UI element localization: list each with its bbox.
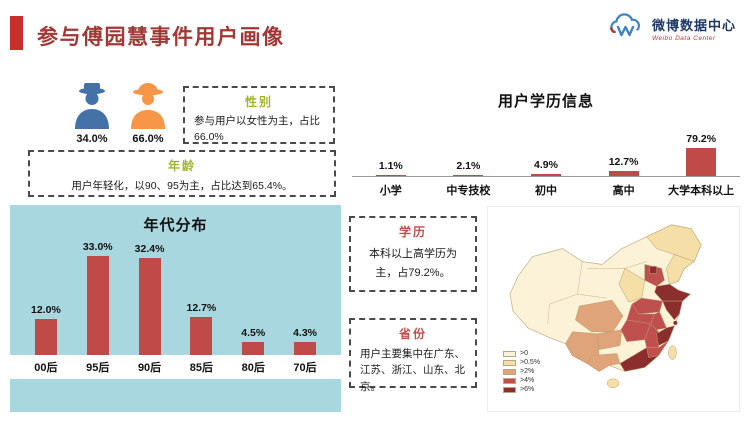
legend-row: >6% (503, 386, 540, 393)
title-accent-bar (10, 16, 23, 50)
legend-label: >0 (520, 350, 528, 357)
legend-label: >6% (520, 386, 535, 393)
education-bars: 1.1% 2.1% 4.9% 12.7% 79.2% (352, 120, 740, 176)
bar-column: 2.1% (430, 160, 508, 176)
bar-value-label: 4.3% (293, 327, 318, 340)
bar (530, 174, 561, 176)
education-chart-plot: 1.1% 2.1% 4.9% 12.7% 79.2% 小学 中专技校 初中 高中 大学本科以上 (352, 120, 740, 198)
category-label: 中专技校 (446, 185, 491, 197)
legend-swatch (503, 377, 516, 384)
legend-swatch (503, 386, 516, 393)
bar-column: 12.7% (175, 302, 227, 355)
education-box-label: 学历 (398, 225, 427, 239)
province-box-desc: 用户主要集中在广东、江苏、浙江、山东、北京。 (360, 348, 465, 393)
bar-value-label: 32.4% (134, 242, 165, 255)
category-label: 高中 (612, 185, 635, 197)
age-box-desc: 用户年轻化，以90、95为主，占比达到65.4%。 (71, 180, 293, 192)
age-info-box: 年龄 用户年轻化，以90、95为主，占比达到65.4%。 (28, 150, 336, 197)
bar (686, 147, 717, 176)
bar (242, 341, 265, 355)
bar (190, 316, 213, 355)
category-label: 大学本科以上 (668, 185, 735, 197)
bar (453, 175, 484, 176)
decade-distribution-panel: 年代分布 12.0% 33.0% 32.4% 12.7% 4.5% 4.3% 00后 95后… (10, 205, 341, 412)
logo-text: 微博数据中心 Weibo Data Center (652, 15, 736, 42)
legend-label: >0.5% (520, 359, 541, 366)
decade-chart-title: 年代分布 (143, 217, 208, 234)
bar-column: 79.2% (662, 132, 740, 176)
education-info-box: 学历 本科以上高学历为主，占79.2%。 (349, 216, 477, 292)
age-box-label: 年龄 (167, 159, 196, 173)
page-title: 参与傅园慧事件用户画像 (37, 26, 285, 49)
china-map: >0 >0.5% >2% >4% >6% (487, 206, 740, 412)
education-chart: 用户学历信息 1.1% 2.1% 4.9% 12.7% 79.2% 小学 中专技校 初中 高中… (352, 90, 740, 198)
bar-column: 32.4% (124, 243, 176, 355)
legend-row: >4% (503, 377, 540, 384)
bar-value-label: 12.0% (31, 304, 61, 316)
map-legend: >0 >0.5% >2% >4% >6% (503, 350, 540, 395)
bar-value-label: 33.0% (82, 241, 113, 253)
legend-swatch (503, 368, 516, 375)
legend-swatch (503, 350, 516, 357)
legend-row: >2% (503, 368, 540, 375)
legend-label: >4% (520, 377, 535, 384)
category-label: 初中 (534, 185, 557, 197)
decade-bars: 12.0% 33.0% 32.4% 12.7% 4.5% 4.3% (10, 237, 341, 355)
province-info-box: 省份 用户主要集中在广东、江苏、浙江、山东、北京。 (349, 318, 477, 393)
bar-column: 12.0% (20, 304, 72, 355)
weibo-data-center-logo: 微博数据中心 Weibo Data Center (607, 11, 736, 46)
bar-value-label: 1.1% (378, 160, 403, 172)
category-label: 80后 (241, 362, 265, 374)
legend-label: >2% (520, 368, 535, 375)
bar-value-label: 4.5% (241, 326, 266, 339)
male-percentage: 34.0% (76, 133, 108, 145)
bar (34, 319, 57, 355)
category-label: 85后 (189, 362, 214, 374)
province-box-label: 省份 (398, 327, 427, 341)
logo-subtitle: Weibo Data Center (651, 35, 716, 42)
category-label: 小学 (379, 185, 402, 197)
category-label: 00后 (34, 362, 58, 374)
female-user-icon (128, 82, 168, 130)
weibo-cloud-icon (607, 11, 647, 46)
gender-box-desc: 参与用户以女性为主，占比66.0% (194, 115, 320, 144)
bar (86, 256, 109, 355)
china-map-svg (509, 224, 702, 388)
education-chart-title: 用户学历信息 (497, 93, 594, 110)
bar-column: 33.0% (72, 241, 124, 355)
legend-swatch (503, 359, 516, 366)
bar-value-label: 12.7% (608, 156, 639, 169)
category-label: 70后 (293, 362, 317, 374)
category-label: 95后 (86, 362, 110, 374)
bar-value-label: 2.1% (456, 160, 481, 172)
bar-column: 1.1% (352, 160, 430, 176)
legend-row: >0 (503, 350, 540, 357)
bar-value-label: 79.2% (686, 132, 717, 145)
decade-chart: 12.0% 33.0% 32.4% 12.7% 4.5% 4.3% 00后 95后 90后 85… (10, 237, 341, 379)
bar-value-label: 4.9% (534, 159, 558, 172)
gender-box-label: 性别 (244, 95, 273, 109)
gender-info-box: 性别 参与用户以女性为主，占比66.0% (183, 86, 335, 144)
bar-column: 4.3% (279, 327, 331, 355)
decade-category-labels: 00后 95后 90后 85后 80后 70后 (10, 355, 341, 379)
education-category-labels: 小学 中专技校 初中 高中 大学本科以上 (352, 176, 740, 198)
category-label: 90后 (137, 362, 162, 374)
male-user-icon (72, 82, 112, 130)
bar (138, 257, 161, 355)
bar-value-label: 12.7% (186, 301, 217, 314)
bar (608, 171, 639, 176)
bar (375, 175, 406, 176)
bar-column: 4.9% (507, 159, 585, 176)
legend-row: >0.5% (503, 359, 540, 366)
education-box-desc: 本科以上高学历为主，占79.2%。 (369, 248, 457, 279)
bar (294, 342, 317, 355)
bar-column: 4.5% (227, 326, 279, 355)
female-percentage: 66.0% (132, 133, 164, 145)
logo-title: 微博数据中心 (651, 18, 736, 33)
bar-column: 12.7% (585, 156, 663, 176)
